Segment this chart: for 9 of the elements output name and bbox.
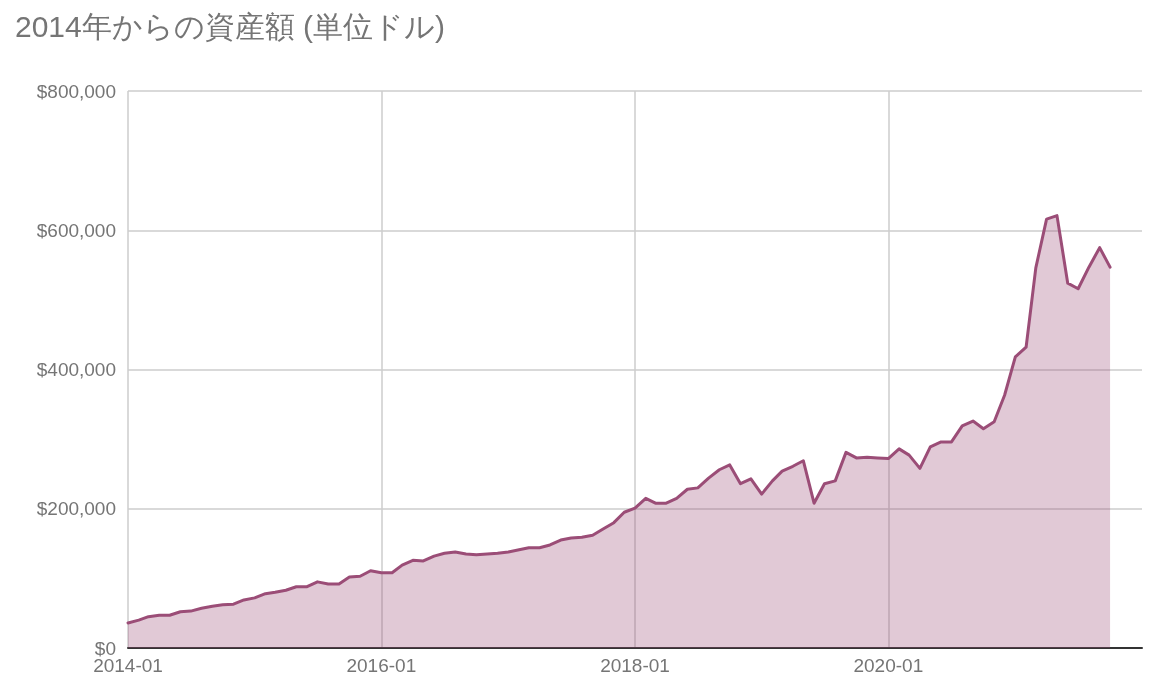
x-tick-label: 2020-01 xyxy=(853,655,924,676)
y-tick-label: $800,000 xyxy=(36,80,116,102)
y-tick-label: $200,000 xyxy=(36,498,116,520)
chart-title: 2014年からの資産額 (単位ドル) xyxy=(15,9,446,43)
x-tick-label: 2016-01 xyxy=(346,655,417,676)
y-tick-label: $400,000 xyxy=(36,359,116,380)
x-tick-label: 2018-01 xyxy=(600,655,670,676)
y-tick-label: $600,000 xyxy=(36,219,116,241)
y-tick-label: $0 xyxy=(94,637,116,659)
